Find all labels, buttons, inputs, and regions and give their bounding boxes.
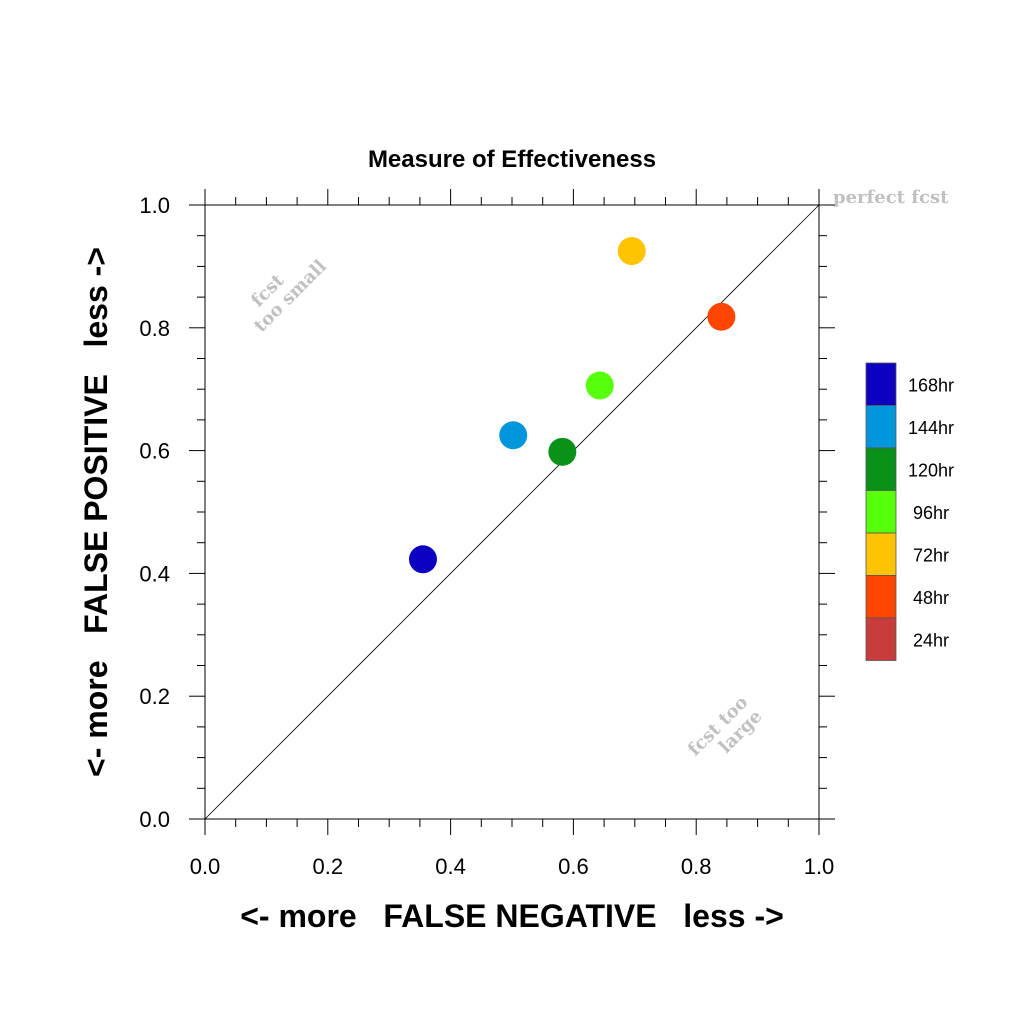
x-tick-label: 0.6 (558, 854, 589, 879)
x-axis-title: <- more FALSE NEGATIVE less -> (240, 898, 784, 934)
legend-swatch-96hr (865, 490, 897, 534)
legend-label-168hr: 168hr (908, 375, 954, 395)
legend-swatch-168hr (865, 362, 897, 406)
y-tick-label: 1.0 (139, 193, 170, 218)
point-48hr (707, 302, 736, 331)
y-axis-title: <- more FALSE POSITIVE less -> (78, 247, 114, 777)
y-tick-label: 0.8 (139, 316, 170, 341)
legend-label-24hr: 24hr (913, 630, 949, 650)
legend-label-120hr: 120hr (908, 460, 954, 480)
y-tick-label: 0.2 (139, 684, 170, 709)
x-tick-label: 0.0 (190, 854, 221, 879)
annotation-perfect-forecast: perfect fcst (833, 187, 949, 208)
axis-ticks (189, 189, 835, 835)
point-120hr (548, 437, 577, 466)
legend-label-144hr: 144hr (908, 418, 954, 438)
point-96hr (585, 371, 614, 400)
x-tick-label: 0.4 (435, 854, 466, 879)
annotation-too-small: fcst too small (247, 256, 331, 337)
x-tick-labels: 0.0 0.2 0.4 0.6 0.8 1.0 (190, 854, 835, 879)
annotation-too-large: fcst too large (684, 692, 767, 760)
chart-title: Measure of Effectiveness (368, 146, 656, 173)
legend-swatch-24hr (865, 617, 897, 661)
legend-label-96hr: 96hr (913, 503, 949, 523)
legend-swatch-48hr (865, 575, 897, 619)
legend: 168hr 144hr 120hr 96hr 72hr 48hr 24hr (865, 362, 954, 661)
y-tick-label: 0.0 (139, 807, 170, 832)
y-tick-label: 0.4 (139, 561, 170, 586)
x-tick-label: 1.0 (804, 854, 835, 879)
x-tick-label: 0.2 (313, 854, 344, 879)
legend-swatch-144hr (865, 405, 897, 449)
y-tick-label: 0.6 (139, 439, 170, 464)
point-144hr (499, 421, 528, 450)
y-tick-labels: 0.0 0.2 0.4 0.6 0.8 1.0 (139, 193, 170, 832)
legend-swatch-120hr (865, 447, 897, 491)
legend-swatch-72hr (865, 532, 897, 576)
legend-label-48hr: 48hr (913, 588, 949, 608)
point-72hr (617, 237, 646, 266)
x-tick-label: 0.8 (681, 854, 712, 879)
data-points (408, 237, 736, 574)
legend-label-72hr: 72hr (913, 545, 949, 565)
point-168hr (408, 545, 437, 574)
